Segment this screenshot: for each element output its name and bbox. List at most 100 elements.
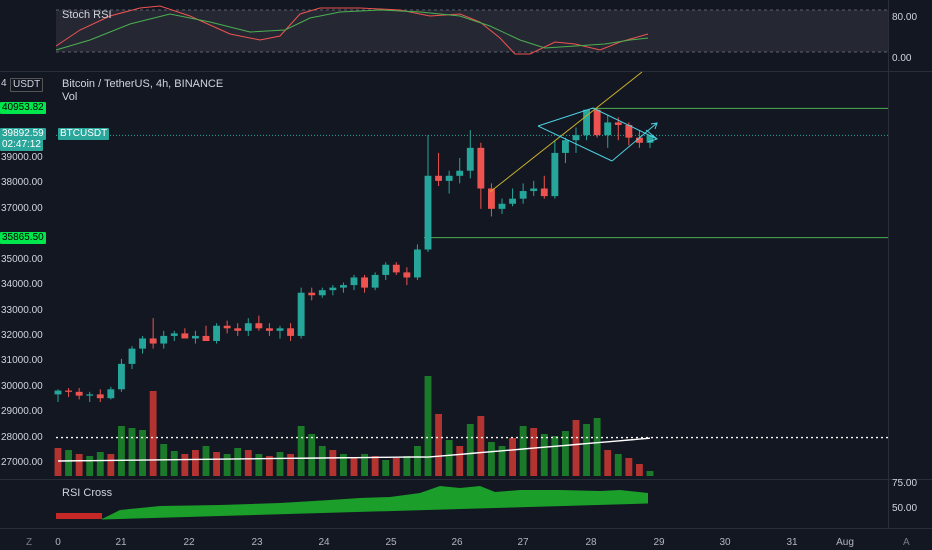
candle-body[interactable] xyxy=(234,328,242,331)
candle-body[interactable] xyxy=(403,272,411,278)
candle-body[interactable] xyxy=(487,188,495,209)
trend-line[interactable] xyxy=(489,71,643,193)
pattern-line[interactable] xyxy=(537,107,594,127)
rsi-cross-bull-area xyxy=(102,486,648,519)
volume-bar xyxy=(371,456,379,476)
volume-legend[interactable]: Vol xyxy=(62,91,78,103)
candle-body[interactable] xyxy=(318,290,326,296)
stoch-rsi-title[interactable]: Stoch RSI xyxy=(62,9,112,21)
volume-bar xyxy=(181,454,189,476)
time-tick-label: 27 xyxy=(517,537,529,548)
candle-body[interactable] xyxy=(604,122,612,136)
candle-body[interactable] xyxy=(530,188,538,192)
candle-body[interactable] xyxy=(276,328,284,331)
volume-bar xyxy=(614,454,622,476)
volume-bar xyxy=(191,450,199,476)
candle-body[interactable] xyxy=(635,137,643,143)
stoch-axis-80: 80.00 xyxy=(892,12,918,23)
price-tick-label: 32000.00 xyxy=(1,329,43,341)
pattern-line[interactable] xyxy=(611,122,658,162)
candle-body[interactable] xyxy=(244,323,252,331)
candle-body[interactable] xyxy=(424,175,432,250)
candle-body[interactable] xyxy=(75,391,83,396)
currency-selector[interactable]: USDT xyxy=(10,78,44,92)
volume-bar xyxy=(244,450,252,476)
candle-body[interactable] xyxy=(65,390,73,392)
volume-ma-line xyxy=(57,437,651,462)
candle-body[interactable] xyxy=(646,135,654,143)
volume-bar xyxy=(329,450,337,476)
symbol-title[interactable]: Bitcoin / TetherUS, 4h, BINANCE xyxy=(62,78,224,90)
candle-body[interactable] xyxy=(160,335,168,344)
candle-body[interactable] xyxy=(551,152,559,197)
volume-bar xyxy=(561,431,569,476)
candle-body[interactable] xyxy=(625,124,633,138)
candle-body[interactable] xyxy=(540,188,548,197)
candle-body[interactable] xyxy=(191,335,199,339)
pattern-line[interactable] xyxy=(537,125,613,162)
candle-body[interactable] xyxy=(128,348,136,364)
candle-body[interactable] xyxy=(435,175,443,181)
candle-body[interactable] xyxy=(456,170,464,176)
stoch-band xyxy=(56,10,888,52)
volume-bar xyxy=(551,436,559,476)
candle-body[interactable] xyxy=(445,175,453,181)
candle-body[interactable] xyxy=(139,338,147,349)
arrow-head xyxy=(645,129,659,143)
candle-body[interactable] xyxy=(329,287,337,291)
candle-body[interactable] xyxy=(96,394,104,399)
stoch-axis-0: 0.00 xyxy=(892,53,912,64)
rsi-cross-title[interactable]: RSI Cross xyxy=(62,487,113,499)
candle-body[interactable] xyxy=(213,325,221,341)
candle-body[interactable] xyxy=(202,335,210,341)
price-tick-label: 33000.00 xyxy=(1,304,43,316)
candle-body[interactable] xyxy=(170,333,178,336)
price-tick-label: 34000.00 xyxy=(1,279,43,291)
candle-body[interactable] xyxy=(361,277,369,288)
candle-body[interactable] xyxy=(413,249,421,278)
candle-body[interactable] xyxy=(181,333,189,339)
candle-body[interactable] xyxy=(287,328,295,336)
candle-body[interactable] xyxy=(561,140,569,153)
candle-body[interactable] xyxy=(107,389,115,399)
candle-body[interactable] xyxy=(392,264,400,273)
pattern-line[interactable] xyxy=(592,107,658,140)
candle-body[interactable] xyxy=(255,323,263,329)
candle-body[interactable] xyxy=(509,198,517,204)
volume-bar xyxy=(255,454,263,476)
candle-body[interactable] xyxy=(350,277,358,286)
candle-body[interactable] xyxy=(498,203,506,209)
stoch-k-line xyxy=(55,5,649,55)
volume-bar xyxy=(234,448,242,476)
candle-body[interactable] xyxy=(297,292,305,336)
candle-body[interactable] xyxy=(371,274,379,288)
candle-body[interactable] xyxy=(572,135,580,141)
volume-bar xyxy=(265,456,273,476)
candle-body[interactable] xyxy=(477,147,485,189)
candle-body[interactable] xyxy=(339,285,347,288)
candle-body[interactable] xyxy=(223,325,231,329)
candle-body[interactable] xyxy=(86,394,94,396)
candle-body[interactable] xyxy=(614,122,622,125)
auto-scale-button[interactable]: A xyxy=(903,537,910,548)
volume-bar xyxy=(213,452,221,476)
candle-body[interactable] xyxy=(382,264,390,275)
time-tick-label: 26 xyxy=(451,537,463,548)
zoom-button[interactable]: Z xyxy=(26,537,33,548)
candle-body[interactable] xyxy=(308,292,316,296)
candle-body[interactable] xyxy=(519,191,527,199)
volume-bar xyxy=(149,391,157,476)
bar-countdown: 02:47:12 xyxy=(0,139,43,151)
candle-body[interactable] xyxy=(265,328,273,331)
candle-body[interactable] xyxy=(54,390,62,395)
price-tick-label: 39000.00 xyxy=(1,152,43,163)
volume-bar xyxy=(361,454,369,476)
candle-body[interactable] xyxy=(593,109,601,136)
candle-body[interactable] xyxy=(583,109,591,136)
candle-body[interactable] xyxy=(117,363,125,390)
volume-bar xyxy=(498,446,506,476)
candle-body[interactable] xyxy=(149,338,157,344)
candle-body[interactable] xyxy=(466,147,474,171)
volume-bar xyxy=(593,418,601,476)
